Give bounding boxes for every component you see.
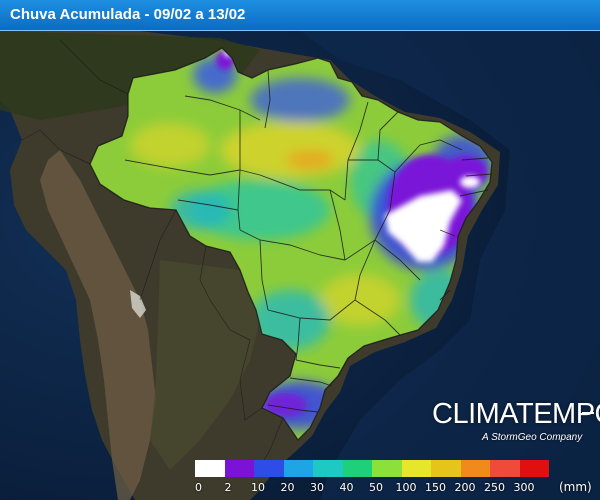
paraguay-basin	[150, 260, 260, 470]
legend-swatch	[401, 460, 431, 477]
legend-tick-label: 50	[369, 481, 383, 494]
legend-swatch	[460, 460, 490, 477]
legend-swatch	[224, 460, 254, 477]
legend-tick-label: 0	[195, 481, 202, 494]
legend-tick-label: 40	[339, 481, 354, 494]
logo-brand-text: CLIMATEMPO	[432, 398, 600, 430]
legend-swatch	[283, 460, 313, 477]
rain-yellow-south	[320, 274, 400, 326]
legend-tick-label: 150	[425, 481, 446, 494]
title-bar: Chuva Acumulada - 09/02 a 13/02	[0, 0, 600, 31]
legend-swatch	[431, 460, 461, 477]
legend-tick-label: 300	[513, 481, 535, 494]
legend-swatch	[254, 460, 284, 477]
rain-blue-north	[250, 78, 350, 122]
rain-orange-center	[286, 150, 334, 170]
legend-unit: (mm)	[559, 480, 592, 494]
legend-swatch	[490, 460, 520, 477]
logo-subtitle: A StormGeo Company	[482, 432, 583, 443]
legend-tick-label: 10	[251, 481, 265, 494]
rain-yellow-north	[220, 122, 360, 178]
legend-swatch	[313, 460, 343, 477]
rainfall-map	[0, 31, 600, 500]
state-borders	[89, 47, 493, 442]
northern-land	[0, 31, 260, 120]
ocean-shelf	[300, 31, 600, 500]
legend-swatches	[195, 460, 549, 477]
legend-swatch	[195, 460, 225, 477]
andes-range	[40, 150, 156, 500]
logo-dash	[582, 412, 594, 414]
rain-teal-west	[170, 190, 230, 230]
legend-tick-label: 100	[395, 481, 417, 494]
rain-purple-south	[263, 393, 307, 417]
legend-tick-label: 20	[280, 481, 295, 494]
rain-teal-southwest	[250, 290, 330, 350]
rain-dry-pernambuco	[460, 176, 480, 188]
legend-tick-label: 200	[454, 481, 476, 494]
country-borders	[21, 39, 284, 471]
rainfall-legend: 0 2 10 20 30 40 50 100 150 200 250 300 (mm)	[193, 459, 595, 497]
andes-snow	[130, 290, 146, 318]
legend-swatch	[342, 460, 372, 477]
legend-swatch	[519, 460, 549, 477]
legend-swatch	[372, 460, 402, 477]
legend-tick-label: 30	[310, 481, 324, 494]
legend-tick-label: 250	[484, 481, 505, 494]
rain-teal-central	[190, 180, 330, 240]
rain-dry-bahia	[385, 190, 462, 262]
rain-yellow-west	[130, 123, 210, 167]
map-title: Chuva Acumulada - 09/02 a 13/02	[10, 6, 246, 23]
climatempo-logo: CLIMATEMPO A StormGeo Company	[428, 398, 600, 450]
legend-ticks: 0 2 10 20 30 40 50 100 150 200 250 300	[193, 481, 553, 495]
legend-tick-label: 2	[224, 481, 232, 494]
